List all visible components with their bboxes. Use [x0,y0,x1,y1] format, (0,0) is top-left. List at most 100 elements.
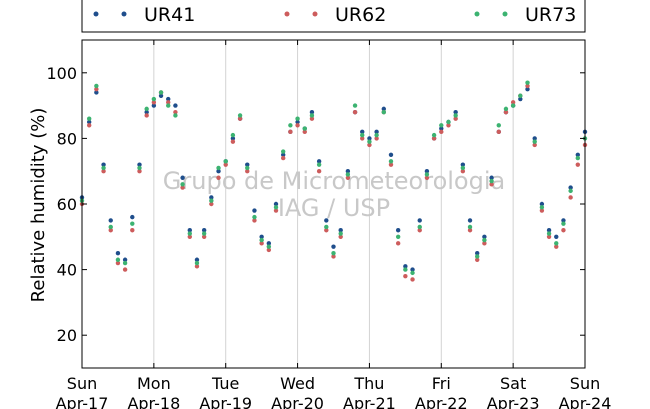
data-point-ur41 [281,152,286,157]
data-point-ur41 [395,228,401,233]
data-point-ur73 [309,113,315,118]
x-tick-day-label: Wed [280,374,315,393]
data-point-ur73 [381,109,386,115]
data-point-ur62 [554,244,559,249]
data-point-ur62 [288,129,293,135]
data-point-ur62 [259,241,264,246]
data-point-ur41 [144,109,149,115]
data-point-ur73 [554,241,559,246]
data-point-ur73 [532,139,537,144]
data-point-ur41 [86,119,92,125]
data-point-ur73 [209,198,214,203]
data-point-ur41 [194,257,200,262]
legend-marker-ur62 [284,11,290,17]
series-ur73 [79,80,588,276]
data-point-ur41 [230,136,236,141]
data-point-ur73 [144,106,149,112]
x-tick-date-label: Apr-20 [271,394,324,409]
data-point-ur73 [338,231,343,236]
data-point-ur73 [266,244,272,249]
data-point-ur73 [288,123,293,128]
series-ur62 [79,83,588,282]
y-tick-label: 80 [57,129,77,148]
data-point-ur41 [216,169,221,174]
data-point-ur62 [367,142,372,148]
legend: UR41 UR62 UR73 [81,0,586,33]
data-point-ur73 [281,149,286,154]
data-point-ur73 [360,132,365,138]
data-point-ur41 [374,129,379,135]
data-point-ur41 [546,228,552,233]
data-point-ur73 [166,103,171,108]
data-point-ur73 [94,83,99,89]
data-point-ur62 [510,100,516,105]
x-tick-date-label: Apr-23 [487,394,540,409]
data-point-ur73 [187,231,192,236]
data-point-ur62 [345,175,351,180]
legend-entry-ur62: UR62 [284,4,386,26]
data-point-ur62 [403,273,408,279]
data-point-ur62 [503,109,509,115]
data-point-ur73 [460,165,466,171]
data-point-ur62 [546,234,552,239]
data-point-ur62 [173,109,178,115]
data-point-ur41 [489,175,494,180]
data-point-ur73 [324,224,329,230]
data-point-ur73 [475,254,480,259]
data-point-ur41 [403,264,408,269]
data-point-ur62 [316,169,322,174]
legend-marker-ur73 [502,11,508,17]
data-point-ur41 [309,109,315,115]
data-point-ur62 [180,185,185,190]
data-point-ur73 [273,205,279,210]
data-point-ur62 [360,136,365,141]
data-point-ur62 [201,234,207,239]
data-point-ur62 [237,116,243,121]
legend-label-ur41: UR41 [144,4,195,26]
x-tick-date-label: Apr-17 [56,394,109,409]
data-point-ur62 [525,83,530,89]
data-point-ur62 [144,113,149,118]
data-point-ur73 [201,231,207,236]
data-point-ur73 [352,103,358,108]
data-point-ur73 [575,155,581,161]
data-point-ur62 [568,195,573,200]
data-point-ur41 [158,93,164,98]
data-point-ur62 [223,162,228,167]
grid [153,40,514,368]
data-point-ur62 [166,100,171,105]
data-point-ur41 [324,218,329,223]
data-point-ur41 [201,228,207,233]
data-point-ur62 [137,169,142,174]
data-point-ur41 [94,90,99,95]
data-point-ur41 [151,103,157,108]
data-point-ur73 [101,165,106,171]
data-point-ur73 [302,126,307,131]
data-point-ur73 [539,205,545,210]
data-point-ur62 [122,267,128,272]
data-point-ur62 [331,254,336,259]
data-point-ur41 [561,218,566,223]
data-point-ur73 [367,139,372,144]
y-axis-title: Relative humidity (%) [28,108,49,303]
data-point-ur41 [173,103,178,108]
data-point-ur62 [94,87,99,92]
data-point-ur41 [482,234,487,239]
data-point-ur73 [482,237,487,243]
data-point-ur41 [166,96,171,102]
data-point-ur73 [568,188,573,194]
data-point-ur62 [575,162,581,167]
data-point-ur62 [101,169,106,174]
data-point-ur62 [187,234,192,239]
x-tick-date-label: Apr-22 [415,394,468,409]
data-point-ur62 [496,129,501,135]
x-tick-date-label: Apr-21 [343,394,396,409]
data-point-ur62 [115,260,121,266]
data-point-ur73 [158,90,164,95]
data-point-ur62 [252,218,257,223]
data-point-ur41 [266,241,272,246]
data-point-ur62 [245,169,250,174]
x-tick-day-label: Sun [570,374,600,393]
data-point-ur62 [561,228,566,233]
